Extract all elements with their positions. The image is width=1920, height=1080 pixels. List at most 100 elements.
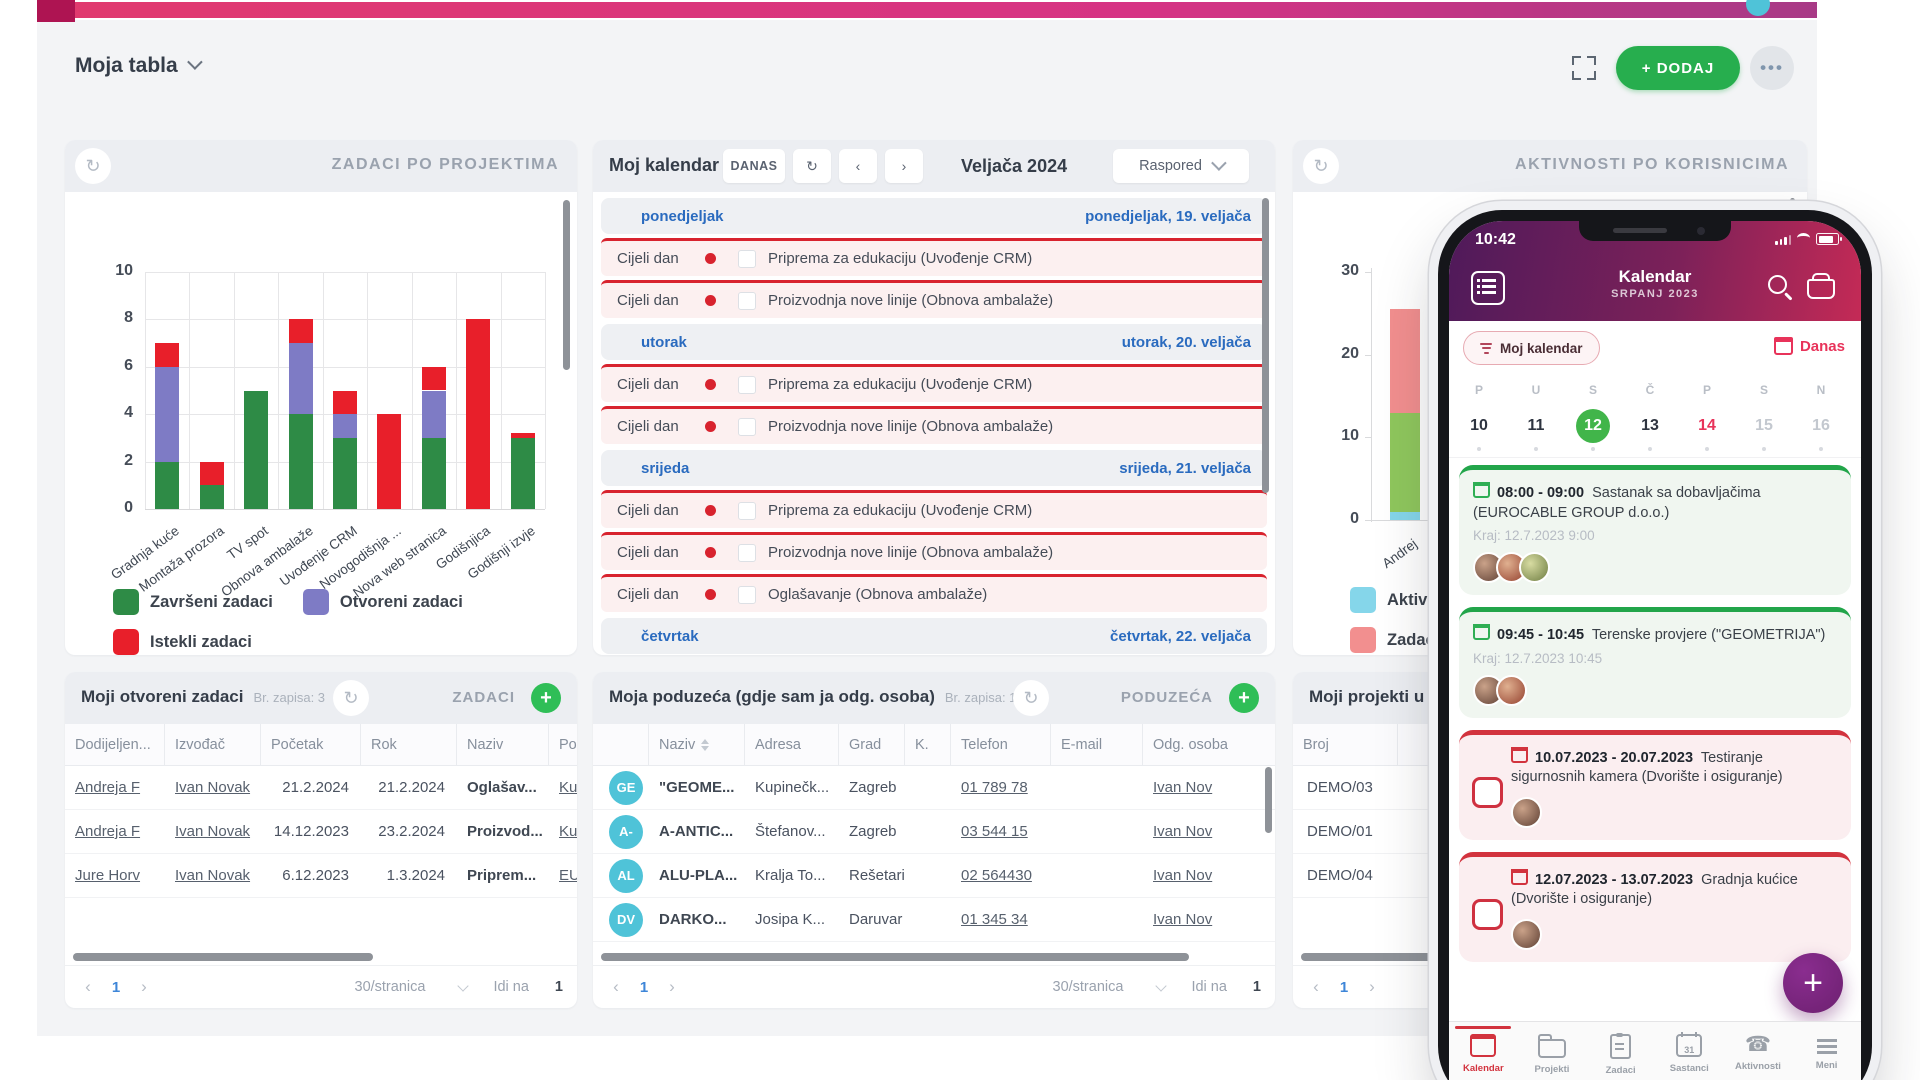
week-column[interactable]: P 10 — [1459, 383, 1499, 451]
date-number[interactable]: 15 — [1755, 417, 1773, 434]
table-cell[interactable]: 02 564430 — [961, 867, 1032, 884]
nav-item-aktivnosti[interactable]: ☎ Aktivnosti — [1728, 1022, 1788, 1080]
refresh-icon[interactable]: ↻ — [1303, 148, 1339, 184]
event-checkbox[interactable] — [738, 543, 756, 562]
table-row[interactable]: A- A-ANTIC... Štefanov... Zagreb 03 544 15 Iv… — [593, 810, 1275, 854]
pagination-next[interactable]: › — [669, 977, 675, 996]
board-title-dropdown[interactable]: Moja tabla — [75, 54, 203, 78]
add-fab-button[interactable]: + — [1783, 953, 1843, 1013]
event-card[interactable]: 12.07.2023 - 13.07.2023 Gradnja kućice (… — [1459, 851, 1851, 962]
column-header[interactable]: Grad — [839, 724, 905, 765]
nav-item-meni[interactable]: Meni — [1797, 1022, 1857, 1080]
table-cell[interactable]: Ku — [559, 779, 577, 796]
table-row[interactable]: Andreja F Ivan Novak 14.12.2023 23.2.2024 Pr… — [65, 810, 577, 854]
nav-item-sastanci[interactable]: 31 Sastanci — [1659, 1022, 1719, 1080]
event-checkbox[interactable] — [738, 375, 756, 394]
week-column[interactable]: S 12 — [1573, 383, 1613, 451]
week-column[interactable]: N 16 — [1801, 383, 1841, 451]
table-cell[interactable]: Jure Horv — [75, 867, 141, 884]
basket-icon[interactable] — [1807, 273, 1835, 299]
table-cell[interactable]: Ivan Novak — [175, 779, 251, 796]
table-row[interactable]: DV DARKO... Josipa K... Daruvar 01 345 34 Iva… — [593, 898, 1275, 942]
calendar-event[interactable]: Cijeli dan Priprema za edukaciju (Uvođenj… — [601, 490, 1267, 528]
user-avatar[interactable] — [1746, 0, 1770, 16]
goto-input[interactable]: 1 — [554, 979, 563, 995]
calendar-event[interactable]: Cijeli dan Proizvodnja nove linije (Obnov… — [601, 406, 1267, 444]
table-cell[interactable]: EU — [559, 867, 577, 884]
column-header[interactable]: Dodijeljen... — [65, 724, 165, 765]
pagination-next[interactable]: › — [1369, 977, 1375, 996]
event-checkbox[interactable] — [738, 501, 756, 520]
table-cell[interactable]: Andreja F — [75, 823, 141, 840]
menu-list-icon[interactable] — [1471, 271, 1505, 305]
date-number[interactable]: 11 — [1527, 417, 1545, 434]
calendar-filter-chip[interactable]: Moj kalendar — [1463, 331, 1600, 365]
week-column[interactable]: P 14 — [1687, 383, 1727, 451]
entity-link-poduzeca[interactable]: PODUZEĆA — [1120, 689, 1213, 706]
week-column[interactable]: U 11 — [1516, 383, 1556, 451]
week-column[interactable]: Č 13 — [1630, 383, 1670, 451]
pagination-prev[interactable]: ‹ — [1313, 977, 1319, 996]
entity-link-zadaci[interactable]: ZADACI — [452, 689, 515, 706]
table-cell[interactable]: Ivan Nov — [1153, 779, 1213, 796]
next-icon[interactable]: › — [885, 149, 923, 183]
column-header[interactable]: Naziv — [457, 724, 549, 765]
more-options-button[interactable]: ••• — [1750, 46, 1794, 90]
nav-item-kalendar[interactable]: Kalendar — [1453, 1022, 1513, 1080]
search-icon[interactable] — [1768, 275, 1787, 294]
horizontal-scrollbar-thumb[interactable] — [601, 953, 1189, 961]
table-row[interactable]: AL ALU-PLA... Kralja To... Rešetari 02 56443… — [593, 854, 1275, 898]
refresh-icon[interactable]: ↻ — [1013, 680, 1049, 716]
calendar-event[interactable]: Cijeli dan Proizvodnja nove linije (Obnov… — [601, 532, 1267, 570]
sort-icon[interactable] — [701, 738, 710, 751]
pagination-page[interactable]: 1 — [639, 978, 649, 996]
table-row[interactable]: Jure Horv Ivan Novak 6.12.2023 1.3.2024 Prip… — [65, 854, 577, 898]
date-number[interactable]: 13 — [1641, 417, 1659, 434]
fullscreen-icon[interactable] — [1572, 56, 1596, 80]
event-card[interactable]: 08:00 - 09:00 Sastanak sa dobavljačima (… — [1459, 465, 1851, 596]
calendar-event[interactable]: Cijeli dan Priprema za edukaciju (Uvođenj… — [601, 238, 1267, 276]
table-cell[interactable]: 01 345 34 — [961, 911, 1028, 928]
column-header[interactable]: Broj — [1293, 724, 1398, 765]
scrollbar-thumb[interactable] — [563, 200, 570, 370]
table-cell[interactable]: 01 789 78 — [961, 779, 1028, 796]
table-cell[interactable]: Ku — [559, 823, 577, 840]
calendar-event[interactable]: Cijeli dan Proizvodnja nove linije (Obnov… — [601, 280, 1267, 318]
pagination-prev[interactable]: ‹ — [613, 977, 619, 996]
column-header[interactable]: K. — [905, 724, 951, 765]
refresh-icon[interactable]: ↻ — [333, 680, 369, 716]
column-header[interactable]: Početak — [261, 724, 361, 765]
add-company-button[interactable]: + — [1229, 683, 1259, 713]
event-card[interactable]: 09:45 - 10:45 Terenske provjere ("GEOMET… — [1459, 607, 1851, 718]
date-number[interactable]: 14 — [1698, 417, 1716, 434]
date-number[interactable]: 10 — [1470, 417, 1488, 434]
calendar-event[interactable]: Cijeli dan Priprema za edukaciju (Uvođenj… — [601, 364, 1267, 402]
table-row[interactable]: Andreja F Ivan Novak 21.2.2024 21.2.2024 Ogl… — [65, 766, 577, 810]
column-header[interactable]: Odg. osoba — [1143, 724, 1263, 765]
table-cell[interactable]: Ivan Nov — [1153, 867, 1213, 884]
event-checkbox[interactable] — [738, 417, 756, 436]
today-button[interactable]: DANAS — [723, 149, 785, 183]
calendar-event[interactable]: Cijeli dan Oglašavanje (Obnova ambalaže) — [601, 574, 1267, 612]
column-header[interactable]: Naziv — [649, 724, 745, 765]
date-number[interactable]: 12 — [1573, 409, 1613, 443]
pagination-page[interactable]: 1 — [111, 978, 121, 996]
table-cell[interactable]: Ivan Nov — [1153, 911, 1213, 928]
refresh-icon[interactable]: ↻ — [793, 149, 831, 183]
table-cell[interactable]: Ivan Novak — [175, 823, 251, 840]
table-cell[interactable]: 03 544 15 — [961, 823, 1028, 840]
table-cell[interactable]: Ivan Nov — [1153, 823, 1213, 840]
week-column[interactable]: S 15 — [1744, 383, 1784, 451]
per-page-select[interactable]: 30/stranica — [354, 979, 426, 995]
goto-input[interactable]: 1 — [1252, 979, 1261, 995]
column-header[interactable]: Telefon — [951, 724, 1051, 765]
view-select[interactable]: Raspored — [1113, 149, 1249, 183]
nav-item-zadaci[interactable]: Zadaci — [1591, 1022, 1651, 1080]
scrollbar-thumb[interactable] — [1265, 767, 1272, 833]
nav-item-projekti[interactable]: Projekti — [1522, 1022, 1582, 1080]
scrollbar-thumb[interactable] — [1790, 198, 1795, 214]
add-task-button[interactable]: + — [531, 683, 561, 713]
table-cell[interactable]: Ivan Novak — [175, 867, 251, 884]
event-checkbox[interactable] — [738, 249, 756, 268]
table-cell[interactable]: Andreja F — [75, 779, 141, 796]
